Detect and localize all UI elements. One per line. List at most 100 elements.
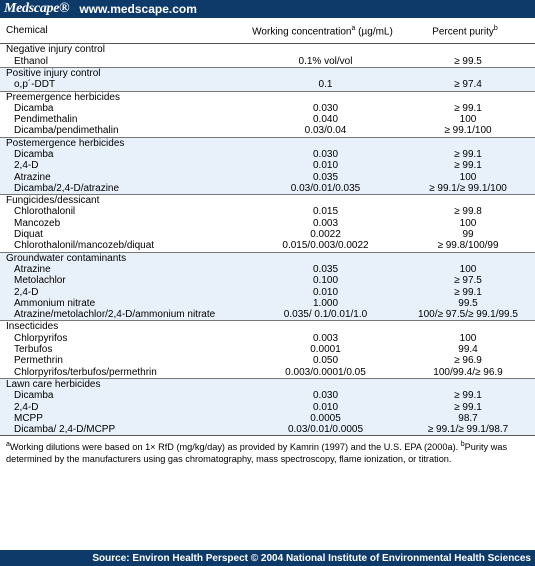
medscape-logo: Medscape® xyxy=(4,1,70,16)
purity-cell: ≥ 99.1 xyxy=(454,149,482,160)
group-name: Groundwater contaminants xyxy=(0,251,535,264)
purity-cell: 99.4 xyxy=(458,344,478,356)
concentration-cell: 0.040 xyxy=(312,114,339,126)
concentration-cell: 0.030 xyxy=(312,102,339,114)
concentration-cell: 0.003/0.0001/0.05 xyxy=(285,366,366,378)
chemical-name-cell: 2,4-D xyxy=(14,286,39,298)
purity-cell: ≥ 99.1 xyxy=(454,401,482,413)
table-row: Pendimethalin 0.040 100 xyxy=(0,114,535,125)
concentration-cell: 0.035 xyxy=(312,263,339,275)
chemical-name-cell: Chlorothalonil xyxy=(14,206,76,218)
table-row: o,p´-DDT 0.1 ≥ 97.4 xyxy=(0,79,535,92)
purity-cell: 100 xyxy=(459,171,477,183)
chemical-name-cell: Diquat xyxy=(14,229,43,241)
table-footnote: aWorking dilutions were based on 1× RfD … xyxy=(0,435,535,468)
purity-cell: 100/99.4/≥ 96.9 xyxy=(433,366,503,378)
concentration-cell: 0.030 xyxy=(312,149,339,160)
chemical-name-cell: Chlorpyrifos xyxy=(14,332,68,344)
chemical-name-cell: Dicamba/2,4-D/atrazine xyxy=(14,182,120,194)
purity-cell: 100 xyxy=(459,114,477,126)
purity-cell: ≥ 99.1/100 xyxy=(444,125,492,137)
table-group: Insecticides Chlorpyrifos 0.003 100 Terbufos… xyxy=(0,320,535,378)
table-row: Atrazine 0.035 100 xyxy=(0,171,535,183)
concentration-cell: 0.050 xyxy=(312,355,339,367)
group-header-row: Postemergence herbicides xyxy=(0,136,535,149)
table-row: Ammonium nitrate 1.000 99.5 xyxy=(0,297,535,310)
purity-cell: 98.7 xyxy=(458,412,478,424)
column-header-concentration: Working concentrationa (µg/mL) xyxy=(250,18,395,45)
group-name: Negative injury control xyxy=(6,44,105,56)
group-name: Fungicides/dessicant xyxy=(0,194,535,207)
table-group: Positive injury control o,p´-DDT 0.1 ≥ 97.4 xyxy=(0,66,535,92)
chemical-name-cell: Atrazine xyxy=(14,171,51,183)
table-group: Postemergence herbicides Dicamba 0.030 ≥ 99… xyxy=(0,136,535,195)
chemical-name-cell: Dicamba xyxy=(14,390,54,402)
concentration-cell: 0.0022 xyxy=(310,229,341,241)
chemical-name-cell: Dicamba/ 2,4-D/MCPP xyxy=(14,424,116,436)
group-header-row: Groundwater contaminants xyxy=(0,251,535,264)
source-citation: Source: Environ Health Perspect © 2004 N… xyxy=(92,552,531,564)
concentration-cell: 0.100 xyxy=(312,275,339,287)
group-header-row: Negative injury control xyxy=(0,44,535,56)
purity-cell: 100/≥ 97.5/≥ 99.1/99.5 xyxy=(418,309,518,321)
source-footer: Source: Environ Health Perspect © 2004 N… xyxy=(0,550,535,566)
table-header-row: Chemical Working concentrationa (µg/mL) … xyxy=(0,18,535,45)
chemical-name-cell: Chlorothalonil/mancozeb/diquat xyxy=(14,240,155,252)
table-row: Permethrin 0.050 ≥ 96.9 xyxy=(0,355,535,366)
group-header-row: Fungicides/dessicant xyxy=(0,194,535,207)
purity-cell: ≥ 99.1 xyxy=(454,102,482,114)
purity-cell: ≥ 97.5 xyxy=(454,275,482,287)
chemical-name-cell: Metolachlor xyxy=(14,275,66,287)
medscape-header: Medscape® www.medscape.com xyxy=(0,0,535,18)
group-name: Preemergence herbicides xyxy=(0,90,535,103)
purity-cell: ≥ 96.9 xyxy=(454,355,482,367)
concentration-cell: 0.035/ 0.1/0.01/1.0 xyxy=(283,309,368,321)
chemical-name-cell: Atrazine/metolachlor/2,4-D/ammonium nitr… xyxy=(14,309,216,321)
table-row: Dicamba/2,4-D/atrazine 0.03/0.01/0.035 ≥ 9… xyxy=(0,182,535,195)
table-group: Groundwater contaminants Atrazine 0.035 100… xyxy=(0,251,535,321)
concentration-cell: 0.010 xyxy=(312,160,339,172)
chemical-name-cell: Ethanol xyxy=(14,55,48,67)
table-row: Metolachlor 0.100 ≥ 97.5 xyxy=(0,275,535,287)
site-url-link[interactable]: www.medscape.com xyxy=(79,2,197,16)
chemicals-table: Chemical Working concentrationa (µg/mL) … xyxy=(0,18,535,436)
chemical-name-cell: Dicamba xyxy=(14,149,54,160)
purity-cell: ≥ 99.1 xyxy=(454,286,482,298)
concentration-cell: 0.1% vol/vol xyxy=(298,55,353,67)
table-group: Fungicides/dessicant Chlorothalonil 0.015 ≥… xyxy=(0,194,535,252)
concentration-cell: 0.035 xyxy=(312,171,339,183)
table-row: Mancozeb 0.003 100 xyxy=(0,218,535,229)
chemical-name-cell: Chlorpyrifos/terbufos/permethrin xyxy=(14,366,157,378)
concentration-cell: 0.1 xyxy=(318,79,333,91)
concentration-cell: 0.010 xyxy=(312,401,339,413)
concentration-cell: 0.010 xyxy=(312,286,339,298)
concentration-cell: 0.015 xyxy=(312,206,339,218)
purity-cell: 100 xyxy=(459,332,477,344)
purity-cell: 99.5 xyxy=(458,297,478,309)
chemical-name-cell: MCPP xyxy=(14,412,43,424)
chemical-name-cell: Atrazine xyxy=(14,263,51,275)
group-header-row: Insecticides xyxy=(0,320,535,333)
concentration-cell: 0.03/0.04 xyxy=(304,125,347,137)
chemical-name-cell: Dicamba/pendimethalin xyxy=(14,125,119,137)
chemical-name-cell: Pendimethalin xyxy=(14,114,78,126)
group-name: Postemergence herbicides xyxy=(0,136,535,149)
table-row: Atrazine/metolachlor/2,4-D/ammonium nitr… xyxy=(0,309,535,321)
table-row: Diquat 0.0022 99 xyxy=(0,229,535,240)
purity-cell: ≥ 99.1 xyxy=(454,160,482,172)
chemical-name-cell: Mancozeb xyxy=(14,217,61,229)
table-row: 2,4-D 0.010 ≥ 99.1 xyxy=(0,401,535,413)
group-header-row: Lawn care herbicides xyxy=(0,377,535,391)
concentration-cell: 0.003 xyxy=(312,332,339,344)
concentration-cell: 0.030 xyxy=(312,390,339,402)
chemical-name-cell: Terbufos xyxy=(14,344,53,356)
purity-cell: ≥ 99.8 xyxy=(454,206,482,218)
table-group: Lawn care herbicides Dicamba 0.030 ≥ 99.1 2,… xyxy=(0,377,535,436)
purity-cell: ≥ 99.8/100/99 xyxy=(437,240,499,252)
table-row: Terbufos 0.0001 99.4 xyxy=(0,344,535,355)
table-row: MCPP 0.0005 98.7 xyxy=(0,412,535,425)
purity-cell: 99 xyxy=(462,229,474,241)
chemical-name-cell: 2,4-D xyxy=(14,160,39,172)
group-header-row: Positive injury control xyxy=(0,66,535,80)
concentration-cell: 0.003 xyxy=(312,217,339,229)
